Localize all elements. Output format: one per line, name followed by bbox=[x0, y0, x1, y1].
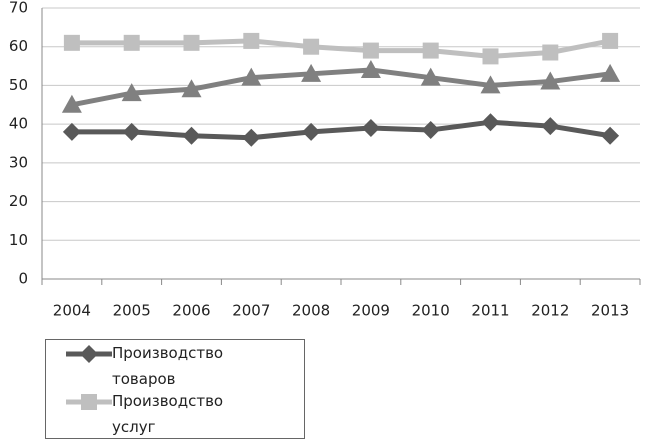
legend: Производство товаров Производство услуг bbox=[45, 339, 305, 439]
marker bbox=[482, 48, 499, 65]
x-tick-label: 2012 bbox=[531, 302, 569, 320]
legend-swatch bbox=[66, 345, 112, 363]
series-line bbox=[71, 67, 611, 108]
marker bbox=[183, 34, 200, 51]
marker bbox=[420, 67, 441, 86]
x-tick-label: 2013 bbox=[591, 302, 629, 320]
marker bbox=[362, 42, 379, 59]
marker bbox=[80, 345, 98, 363]
marker bbox=[302, 122, 321, 141]
marker bbox=[182, 126, 201, 145]
marker bbox=[121, 83, 142, 102]
y-tick-label: 70 bbox=[9, 0, 28, 17]
marker bbox=[601, 126, 620, 145]
series-line bbox=[71, 119, 611, 141]
marker bbox=[481, 113, 500, 132]
y-tick-label: 0 bbox=[18, 270, 28, 288]
marker bbox=[360, 59, 381, 78]
y-tick-label: 50 bbox=[9, 76, 28, 94]
marker bbox=[123, 34, 140, 51]
x-tick-label: 2010 bbox=[412, 302, 450, 320]
marker bbox=[61, 94, 82, 113]
marker bbox=[361, 119, 380, 138]
y-tick-label: 20 bbox=[9, 192, 28, 210]
marker bbox=[542, 44, 559, 61]
legend-label: Производство товаров bbox=[112, 344, 224, 388]
x-tick-label: 2005 bbox=[113, 302, 151, 320]
marker bbox=[243, 32, 260, 49]
legend-swatch bbox=[66, 394, 112, 410]
series-line bbox=[71, 38, 611, 59]
marker bbox=[303, 38, 320, 55]
y-tick-label: 10 bbox=[9, 231, 28, 249]
marker bbox=[421, 120, 440, 139]
marker bbox=[480, 75, 501, 94]
marker bbox=[242, 128, 261, 147]
x-tick-label: 2008 bbox=[292, 302, 330, 320]
marker bbox=[181, 79, 202, 98]
marker bbox=[63, 34, 80, 51]
marker bbox=[602, 32, 619, 49]
x-tick-label: 2004 bbox=[53, 302, 91, 320]
x-tick-label: 2006 bbox=[172, 302, 210, 320]
marker bbox=[301, 63, 322, 82]
x-tick-label: 2009 bbox=[352, 302, 390, 320]
y-tick-label: 30 bbox=[9, 153, 28, 171]
marker bbox=[81, 394, 97, 410]
marker bbox=[62, 122, 81, 141]
marker bbox=[422, 42, 439, 59]
marker bbox=[541, 117, 560, 136]
x-tick-label: 2011 bbox=[471, 302, 509, 320]
marker bbox=[122, 122, 141, 141]
marker bbox=[540, 71, 561, 90]
x-tick-label: 2007 bbox=[232, 302, 270, 320]
marker bbox=[241, 67, 262, 86]
legend-label: Производство услуг bbox=[112, 392, 224, 436]
marker bbox=[600, 63, 621, 82]
y-tick-label: 60 bbox=[9, 37, 28, 55]
y-tick-label: 40 bbox=[9, 115, 28, 133]
